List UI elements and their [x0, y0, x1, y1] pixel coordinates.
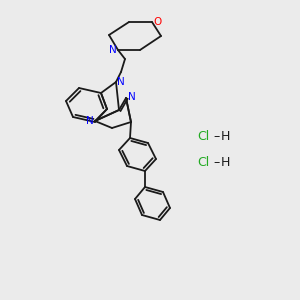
Text: –: –: [213, 157, 219, 169]
Text: H: H: [221, 130, 230, 143]
Text: N: N: [86, 116, 94, 126]
Text: N: N: [128, 92, 136, 102]
Text: Cl: Cl: [197, 157, 209, 169]
Text: N: N: [109, 45, 117, 55]
Text: N: N: [117, 77, 125, 87]
Text: –: –: [213, 130, 219, 143]
Text: Cl: Cl: [197, 130, 209, 143]
Text: O: O: [154, 17, 162, 27]
Text: H: H: [221, 157, 230, 169]
